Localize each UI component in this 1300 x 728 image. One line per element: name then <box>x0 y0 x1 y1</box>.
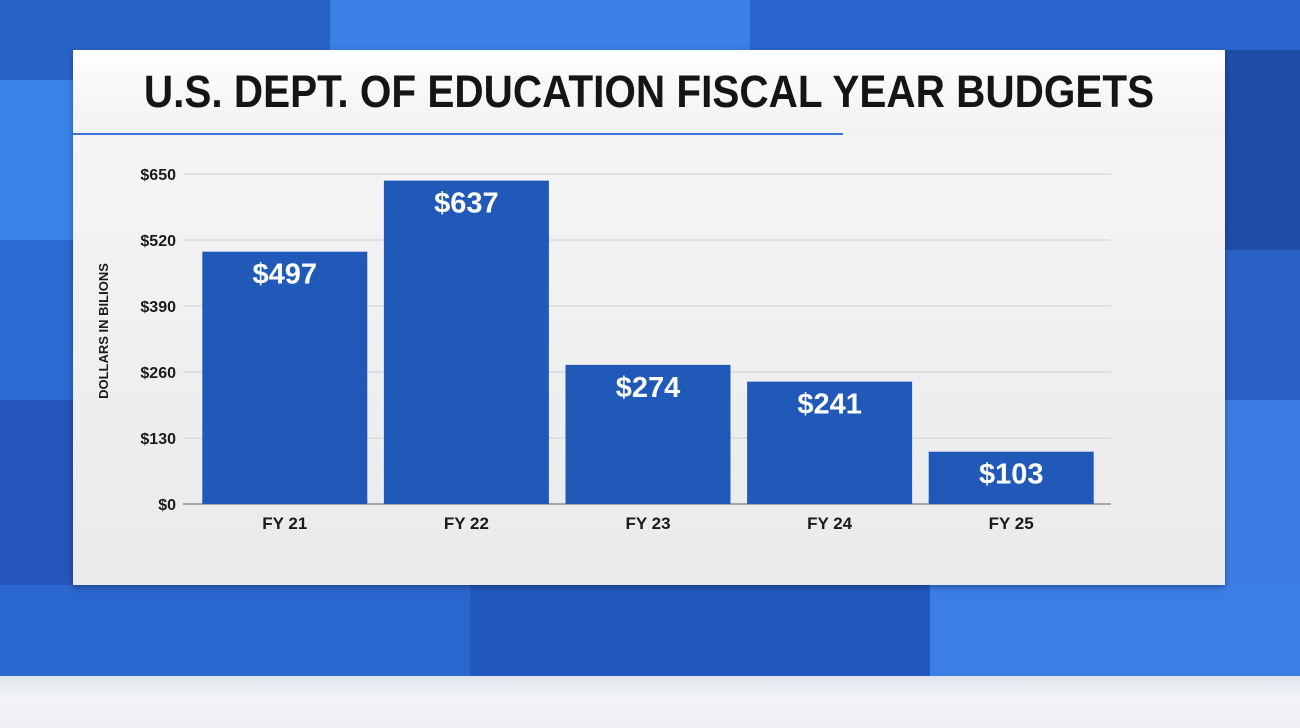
data-label: $497 <box>253 259 318 291</box>
x-tick-label: FY 21 <box>262 514 307 533</box>
bar-fy-21 <box>202 251 368 504</box>
lower-third-strip <box>0 676 1300 728</box>
y-tick-label: $650 <box>140 167 176 184</box>
chart-title: U.S. DEPT. OF EDUCATION FISCAL YEAR BUDG… <box>143 66 1155 117</box>
x-tick-label: FY 23 <box>625 514 670 533</box>
data-label: $241 <box>797 389 862 421</box>
bar-fy-22 <box>383 180 549 504</box>
y-axis-ticks: $0 $130 $260 $390 $520 $650 <box>140 167 176 514</box>
chart-panel: U.S. DEPT. OF EDUCATION FISCAL YEAR BUDG… <box>73 50 1225 585</box>
y-tick-label: $130 <box>140 431 176 448</box>
bar-fy-25 <box>928 451 1094 504</box>
x-axis-ticks: FY 21 FY 22 FY 23 FY 24 FY 25 <box>262 514 1033 533</box>
y-tick-label: $390 <box>140 299 176 316</box>
bars: $497 $637 $274 $241 $103 <box>202 180 1094 504</box>
y-tick-label: $260 <box>140 365 176 382</box>
bar-fy-24 <box>747 381 913 504</box>
y-tick-label: $0 <box>158 497 176 514</box>
y-tick-label: $520 <box>140 233 176 250</box>
bar-chart: $0$130$260$390$520$650 $497$637$274$241$… <box>96 167 1111 533</box>
data-label: $274 <box>616 372 681 404</box>
data-label: $637 <box>434 188 499 220</box>
x-tick-label: FY 25 <box>989 514 1034 533</box>
bar-fy-23 <box>565 364 731 504</box>
x-tick-label: FY 22 <box>444 514 489 533</box>
title-underline <box>73 133 843 135</box>
title-bar: U.S. DEPT. OF EDUCATION FISCAL YEAR BUDG… <box>73 50 1225 134</box>
x-tick-label: FY 24 <box>807 514 853 533</box>
y-axis-label: DOLLARS IN BILIONS <box>96 263 111 399</box>
data-label: $103 <box>979 459 1044 491</box>
